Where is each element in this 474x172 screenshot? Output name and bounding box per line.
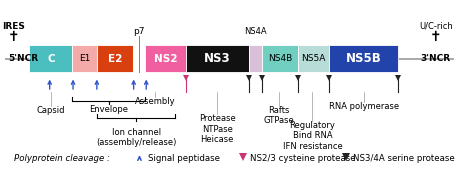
Text: 5'NCR: 5'NCR (8, 54, 38, 63)
Text: NS2: NS2 (154, 54, 177, 64)
Bar (262, 45, 298, 72)
Bar (29, 45, 72, 72)
Bar (146, 45, 186, 72)
Text: ✝: ✝ (430, 30, 442, 44)
Bar (249, 45, 262, 72)
Text: E2: E2 (108, 54, 122, 64)
Text: Regulatory
Bind RNA
IFN resistance: Regulatory Bind RNA IFN resistance (283, 121, 342, 151)
Text: IRES: IRES (2, 22, 25, 31)
Text: Ion channel
(assembly/release): Ion channel (assembly/release) (96, 128, 176, 147)
Text: NS3: NS3 (204, 52, 230, 65)
Text: Signal peptidase: Signal peptidase (147, 154, 219, 163)
Text: Polyprotein cleavage :: Polyprotein cleavage : (14, 154, 109, 163)
Text: Envelope: Envelope (89, 105, 128, 114)
Text: NS3/4A serine protease: NS3/4A serine protease (353, 154, 455, 163)
Text: Capsid: Capsid (36, 106, 65, 115)
Bar (328, 45, 398, 72)
Bar (72, 45, 97, 72)
Text: Assembly: Assembly (135, 97, 175, 106)
Text: NS5B: NS5B (346, 52, 381, 65)
Text: p7: p7 (133, 27, 145, 36)
Bar (298, 45, 328, 72)
Text: NS5A: NS5A (301, 54, 326, 63)
Text: 3'NCR: 3'NCR (420, 54, 451, 63)
Text: C: C (47, 54, 55, 64)
Text: U/C-rich: U/C-rich (419, 22, 453, 31)
Text: NS4B: NS4B (268, 54, 292, 63)
Text: Rafts
GTPase: Rafts GTPase (264, 106, 294, 125)
Bar (97, 45, 133, 72)
Bar (186, 45, 249, 72)
Text: ✝: ✝ (8, 30, 19, 44)
Text: NS2/3 cysteine protease: NS2/3 cysteine protease (250, 154, 356, 163)
Text: RNA polymerase: RNA polymerase (329, 102, 399, 111)
Text: NS4A: NS4A (244, 27, 267, 36)
Text: E1: E1 (79, 54, 90, 63)
Bar (133, 45, 146, 72)
Text: Protease
NTPase
Heicase: Protease NTPase Heicase (199, 114, 236, 144)
